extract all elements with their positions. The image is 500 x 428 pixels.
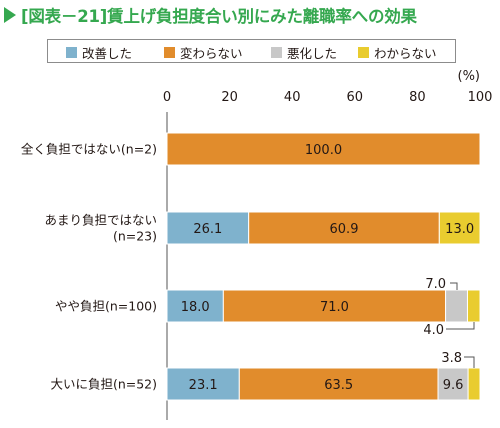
data-label: 18.0	[181, 300, 210, 315]
bar-segment	[222, 289, 447, 323]
bar-segment	[466, 289, 481, 323]
bar-segment	[467, 367, 481, 401]
x-tick-label: 0	[163, 90, 171, 105]
legend-swatch	[66, 46, 77, 58]
legend-swatch	[271, 46, 282, 58]
bar-segment	[166, 289, 224, 323]
bar-segment	[445, 289, 468, 323]
x-tick-label: 40	[284, 90, 301, 105]
chart-title-row: [図表－21]賃上げ負担度合い別にみた離職率への効果	[4, 3, 417, 27]
callout-line	[450, 282, 458, 290]
data-label: 63.5	[324, 378, 353, 393]
category-label: 大いに負担(n=52)	[50, 377, 157, 392]
data-label: 13.0	[445, 222, 474, 237]
x-tick-label: 60	[347, 90, 364, 105]
data-label: 71.0	[320, 300, 349, 315]
data-label: 3.8	[441, 351, 462, 366]
callout-line	[446, 322, 475, 330]
x-axis-unit-label: (%)	[458, 69, 481, 84]
legend-label: 変わらない	[180, 45, 243, 61]
legend-item-akka: 悪化した	[271, 44, 338, 61]
triangle-marker-icon	[4, 7, 16, 23]
bar-segment	[166, 367, 240, 401]
legend-item-kaizen: 改善した	[66, 44, 133, 61]
data-label: 4.0	[423, 323, 444, 338]
data-label: 23.1	[189, 378, 218, 393]
legend-swatch	[164, 46, 175, 58]
bar-segment	[166, 132, 481, 166]
data-label: 100.0	[305, 143, 342, 158]
category-label: 全く負担ではない(n=2)	[21, 142, 157, 157]
callout-line	[464, 356, 475, 368]
x-tick-label: 100	[468, 90, 493, 105]
chart-legend: 改善した 変わらない 悪化した わからない	[47, 39, 456, 63]
category-label: (n=23)	[113, 229, 157, 244]
category-label: やや負担(n=100)	[55, 299, 157, 314]
legend-swatch	[358, 46, 369, 58]
data-label: 26.1	[193, 222, 222, 237]
data-label: 9.6	[443, 378, 464, 393]
data-label: 7.0	[425, 277, 446, 292]
x-tick-label: 20	[221, 90, 238, 105]
legend-item-wakaranai: わからない	[358, 44, 437, 61]
chart-title: [図表－21]賃上げ負担度合い別にみた離職率への効果	[21, 7, 417, 26]
x-tick-label: 80	[409, 90, 426, 105]
bar-segment	[438, 211, 481, 245]
category-label: あまり負担ではない	[44, 213, 157, 228]
data-label: 60.9	[330, 222, 359, 237]
legend-label: 改善した	[82, 45, 133, 61]
legend-label: わからない	[374, 45, 437, 61]
legend-item-kawaranai: 変わらない	[164, 44, 243, 61]
bar-segment	[437, 367, 469, 401]
legend-label: 悪化した	[287, 45, 338, 61]
